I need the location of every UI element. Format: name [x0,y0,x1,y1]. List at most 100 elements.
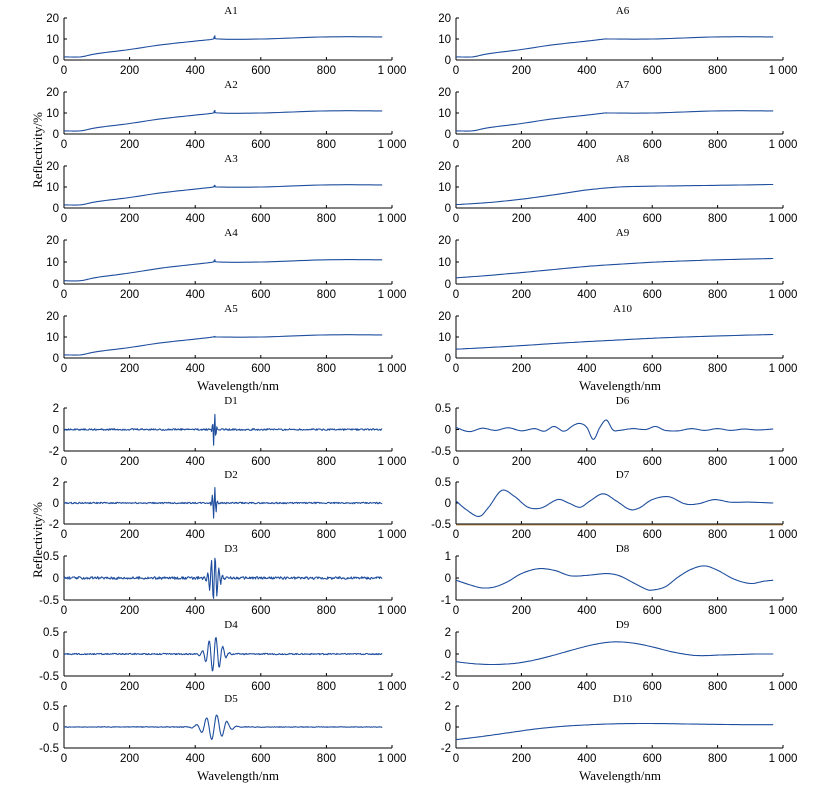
x-axis-label-D-right: Wavelength/nm [579,768,661,783]
x-axis-label-D-left: Wavelength/nm [197,768,279,783]
x-tick-label: 200 [512,139,531,151]
x-tick-label: 1 000 [378,456,407,468]
y-tick-label: 0.5 [43,701,59,713]
x-tick-label: 600 [251,681,270,693]
x-tick-label: 800 [317,605,336,617]
y-tick-label: 0.5 [43,551,59,563]
panel-a9: 0 200 400 600 800 1 000 0 10 20 A9 [438,227,797,301]
y-tick-label: 2 [53,477,59,489]
x-axis-label-A-left: Wavelength/nm [197,378,279,393]
x-tick-label: 200 [512,456,531,468]
panel-title: D4 [224,619,238,631]
x-tick-label: 0 [61,605,67,617]
x-tick-label: 400 [186,605,205,617]
x-tick-label: 400 [186,363,205,375]
x-tick-label: 1 000 [769,605,798,617]
x-tick-label: 200 [120,213,139,225]
panel-a3: 0 200 400 600 800 1 000 0 10 20 A3 [46,153,406,225]
panel-a2: 0 200 400 600 800 1 000 0 10 20 A2 [46,79,406,151]
x-tick-label: 200 [120,605,139,617]
x-tick-label: 0 [453,456,459,468]
x-tick-label: 800 [317,363,336,375]
x-tick-label: 0 [453,753,459,765]
x-tick-label: 1 000 [378,65,407,77]
panel-title: A6 [616,5,630,17]
x-tick-label: 1 000 [769,65,798,77]
x-tick-label: 200 [120,139,139,151]
y-tick-label: 20 [438,87,451,99]
x-tick-label: 200 [120,456,139,468]
panel-title: D3 [224,543,238,555]
y-tick-label: 0 [445,279,451,291]
y-tick-label: 0 [53,353,59,365]
x-tick-label: 1 000 [378,363,407,375]
x-tick-label: 0 [61,139,67,151]
y-tick-label: 0 [445,425,451,437]
y-tick-label: 0 [53,129,59,141]
x-tick-label: 0 [453,681,459,693]
x-tick-label: 600 [251,753,270,765]
x-tick-label: 1 000 [378,289,407,301]
x-tick-label: 600 [251,363,270,375]
y-tick-label: 0.5 [435,403,451,415]
panel-d4: 0 200 400 600 800 1 000-0.500.5D4 [39,619,406,693]
y-tick-label: -2 [49,519,59,531]
x-tick-label: 800 [708,65,727,77]
x-tick-label: 800 [317,529,336,541]
x-tick-label: 1 000 [769,139,798,151]
y-tick-label: -2 [441,743,451,755]
x-tick-label: 1 000 [378,753,407,765]
x-tick-label: 1 000 [378,681,407,693]
x-tick-label: 400 [186,139,205,151]
x-tick-label: 400 [577,139,596,151]
x-tick-label: 1 000 [769,213,798,225]
panel-title: D2 [224,469,237,481]
x-tick-label: 200 [120,363,139,375]
y-tick-label: 0 [53,573,59,585]
panel-title: D7 [616,469,630,481]
x-tick-label: 0 [61,213,67,225]
panel-d6: 0 200 400 600 800 1 000-0.500.5D6 [431,395,797,468]
panel-title: A10 [613,303,632,315]
x-tick-label: 200 [512,753,531,765]
y-tick-label: 20 [438,13,451,25]
y-tick-label: 2 [445,627,451,639]
x-tick-label: 1 000 [769,456,798,468]
y-tick-label: 1 [445,551,451,563]
x-tick-label: 1 000 [769,753,798,765]
series-line-d7 [455,489,774,517]
x-tick-label: 800 [317,139,336,151]
x-tick-label: 200 [120,289,139,301]
x-tick-label: 600 [251,605,270,617]
series-line-a4 [64,259,383,282]
y-tick-label: 0 [445,55,451,67]
y-tick-label: 10 [46,332,59,344]
y-tick-label: 0 [445,353,451,365]
panel-title: D8 [616,543,630,555]
y-tick-label: 0 [53,649,59,661]
series-line-a9 [455,257,774,279]
x-tick-label: 0 [453,605,459,617]
x-tick-label: 400 [577,456,596,468]
x-tick-label: 400 [186,65,205,77]
panel-title: A5 [224,303,238,315]
y-tick-label: 10 [46,182,59,194]
x-tick-label: 400 [186,681,205,693]
x-tick-label: 1 000 [769,529,798,541]
series-line-a1 [64,35,383,58]
x-tick-label: 1 000 [378,529,407,541]
x-tick-label: 600 [251,529,270,541]
x-tick-label: 600 [251,213,270,225]
x-tick-label: 800 [708,456,727,468]
x-tick-label: 400 [186,456,205,468]
y-tick-label: 20 [438,311,451,323]
y-tick-label: 10 [438,34,451,46]
y-tick-label: -0.5 [39,671,59,683]
x-tick-label: 600 [643,456,662,468]
x-tick-label: 400 [577,753,596,765]
x-tick-label: 1 000 [378,605,407,617]
x-tick-label: 600 [251,139,270,151]
